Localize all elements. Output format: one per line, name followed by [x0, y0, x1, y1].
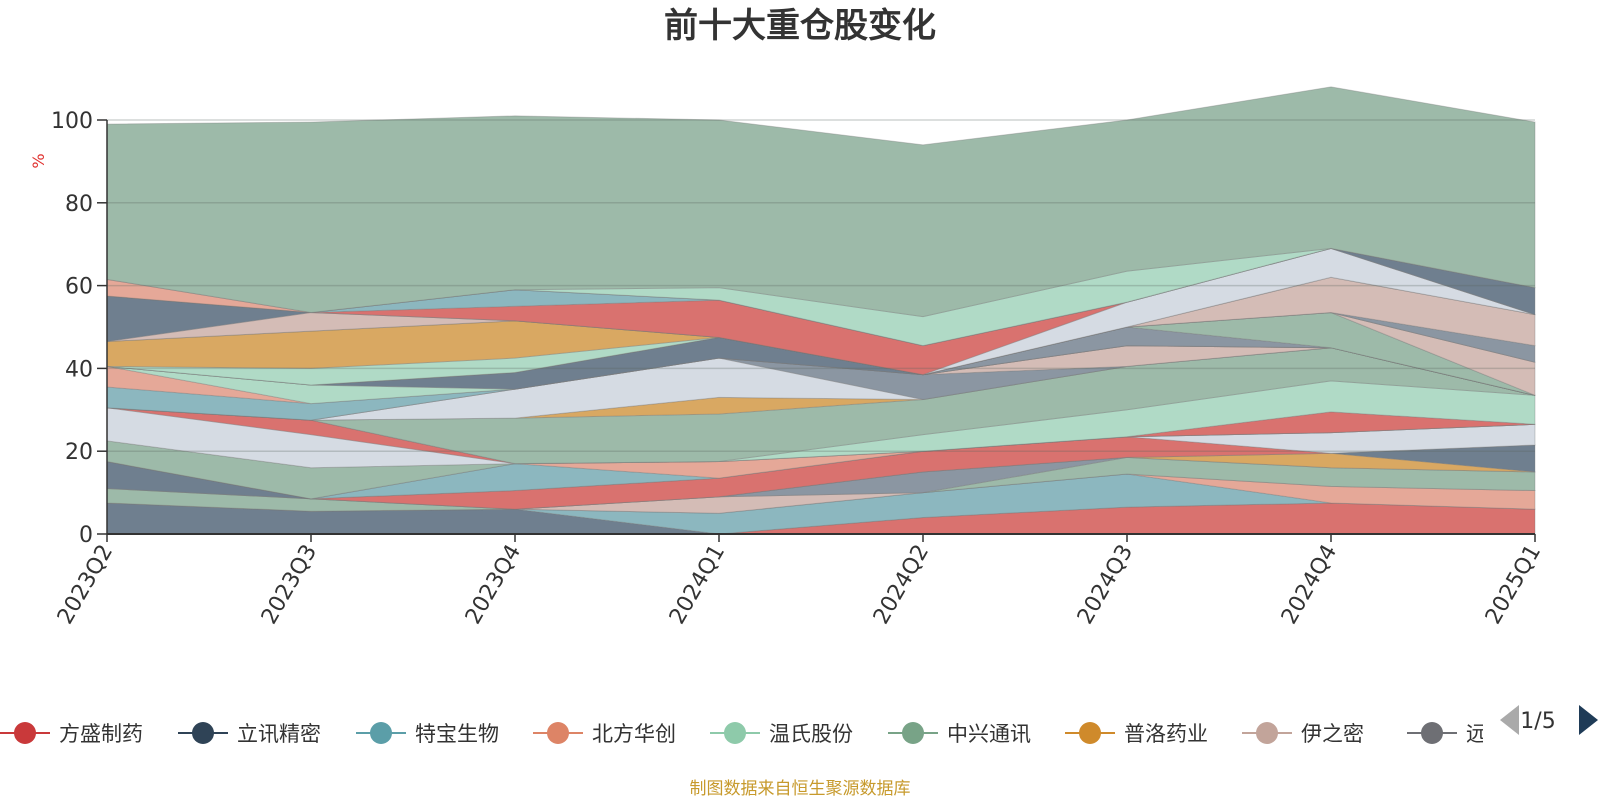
legend-label: 方盛制药	[59, 722, 143, 746]
legend-item[interactable]: 远:	[1407, 722, 1494, 746]
y-tick-label: 0	[79, 523, 93, 548]
legend-marker-icon	[902, 722, 924, 744]
legend-marker-icon	[1421, 722, 1443, 744]
x-tick-label: 2024Q3	[1073, 541, 1138, 629]
chart-title: 前十大重仓股变化	[664, 6, 936, 46]
legend-label: 伊之密	[1301, 722, 1364, 746]
area-series-10	[106, 423, 1536, 500]
legend-marker-icon	[1079, 722, 1101, 744]
y-tick-label: 100	[51, 109, 93, 134]
x-tick-label: 2023Q2	[53, 541, 118, 629]
legend-item[interactable]: 中兴通讯	[888, 722, 1031, 746]
y-tick-label: 40	[65, 357, 93, 382]
triangle-left-icon[interactable]	[1500, 705, 1519, 735]
legend-marker-icon	[370, 722, 392, 744]
y-tick-label: 80	[65, 192, 93, 217]
x-tick-label: 2023Q4	[461, 541, 526, 629]
legend-item[interactable]: 立讯精密	[178, 722, 321, 746]
x-tick-label: 2024Q2	[869, 541, 934, 629]
legend-pager: 1/5	[1500, 705, 1598, 735]
legend-item[interactable]: 特宝生物	[356, 722, 499, 746]
x-tick-label: 2023Q3	[257, 541, 322, 629]
legend-marker-icon	[547, 722, 569, 744]
legend-item[interactable]: 伊之密	[1242, 722, 1364, 746]
axis-layer	[106, 120, 1535, 535]
x-tick-label: 2024Q4	[1277, 541, 1342, 629]
legend-marker-icon	[192, 722, 214, 744]
y-tick-label: 20	[65, 440, 93, 465]
triangle-right-icon[interactable]	[1579, 705, 1598, 735]
legend-label: 温氏股份	[769, 722, 853, 746]
legend-marker-icon	[1256, 722, 1278, 744]
legend-marker-icon	[14, 722, 36, 744]
legend-label: 普洛药业	[1124, 722, 1208, 746]
legend-page-indicator: 1/5	[1520, 709, 1555, 734]
area-series-5	[106, 456, 1536, 512]
legend-item[interactable]: 方盛制药	[0, 722, 143, 746]
y-axis-unit-label: %	[29, 153, 48, 168]
y-tick-labels: 0 20 40 60 80 100	[51, 109, 107, 548]
x-tick-label: 2024Q1	[665, 541, 730, 629]
legend-item[interactable]: 温氏股份	[710, 722, 853, 746]
legend-label: 远:	[1466, 722, 1494, 746]
legend-label: 中兴通讯	[947, 722, 1031, 746]
legend-item[interactable]: 普洛药业	[1065, 722, 1208, 746]
x-tick-labels: 2023Q2 2023Q3 2023Q4 2024Q1 2024Q2 2024Q3 2024…	[53, 534, 1546, 629]
legend: 方盛制药 立讯精密 特宝生物 北方华创 温氏股份 中兴通讯 普洛药业 伊之密 远:	[0, 722, 1494, 746]
legend-marker-icon	[724, 722, 746, 744]
legend-item[interactable]: 北方华创	[533, 722, 676, 746]
legend-label: 北方华创	[592, 722, 676, 746]
data-source-note: 制图数据来自恒生聚源数据库	[689, 779, 911, 799]
legend-label: 立讯精密	[237, 722, 321, 746]
y-tick-label: 60	[65, 275, 93, 300]
area-layer	[106, 86, 1536, 535]
area-series-40	[106, 86, 1536, 318]
legend-label: 特宝生物	[415, 722, 499, 746]
x-tick-label: 2025Q1	[1481, 541, 1546, 629]
